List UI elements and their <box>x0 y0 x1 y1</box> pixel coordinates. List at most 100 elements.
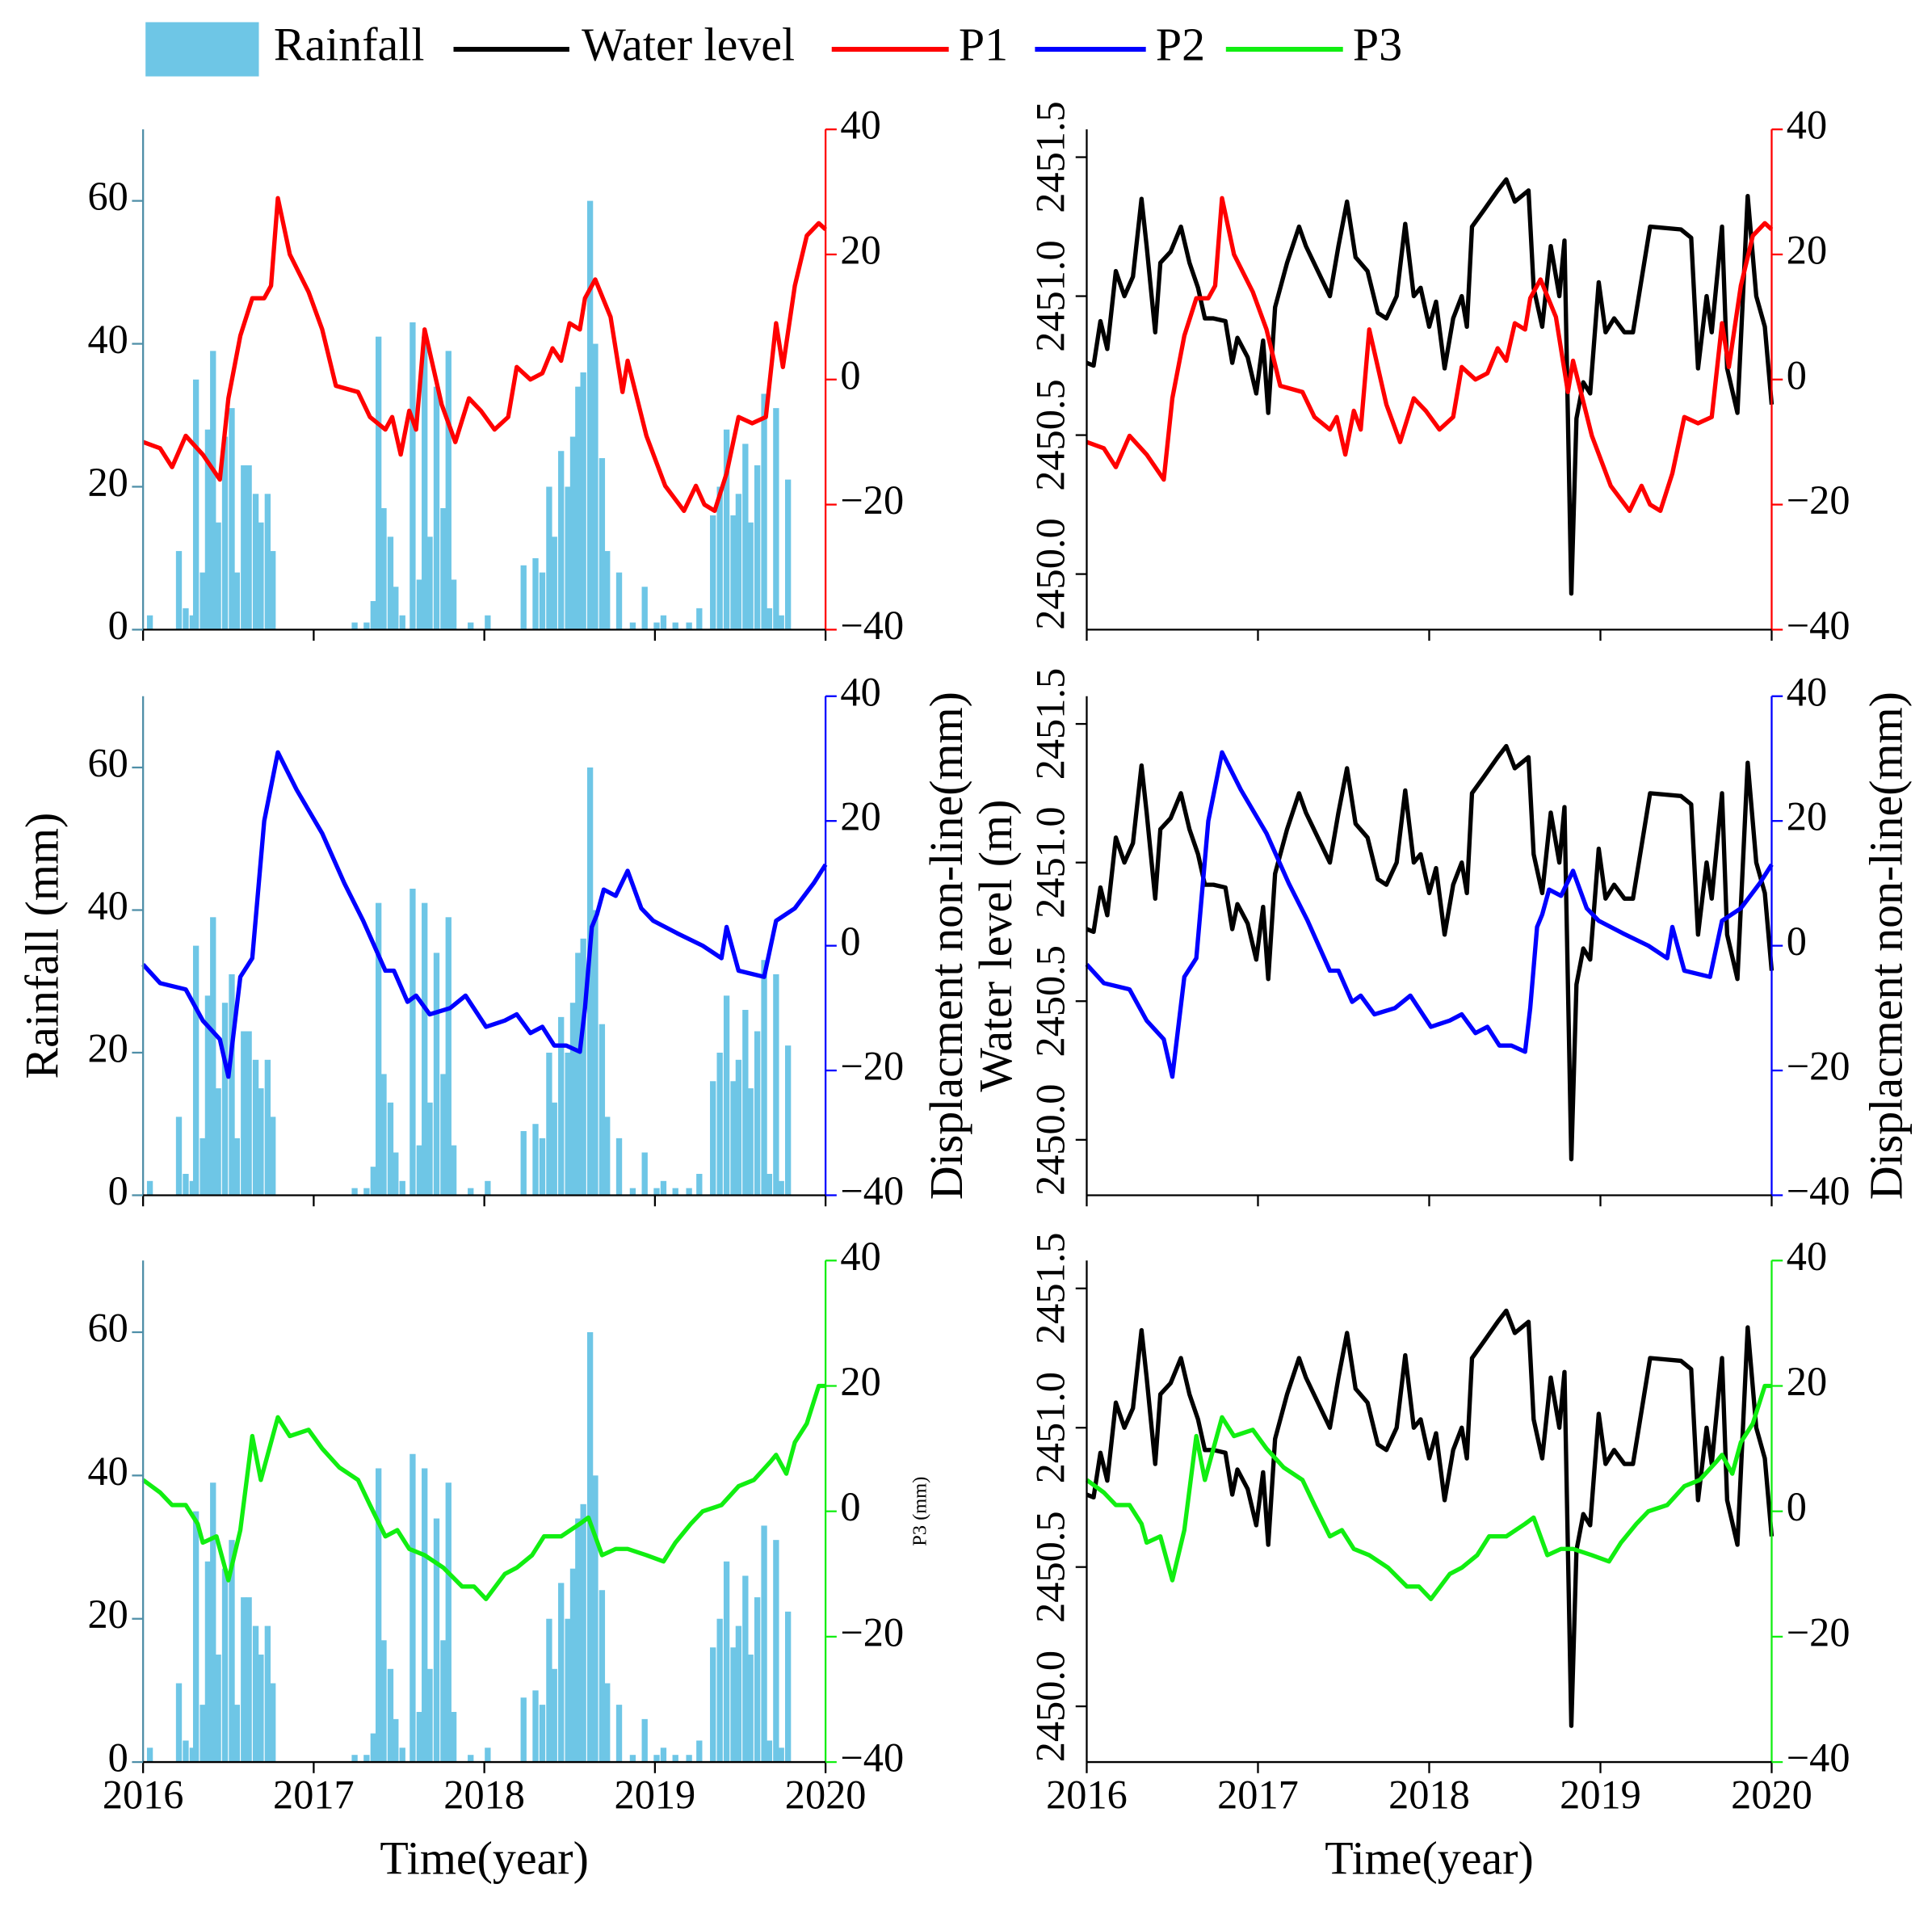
y-tick-label: 2450.0 <box>1027 518 1073 629</box>
x-tick-label: 2019 <box>615 1772 696 1817</box>
bar <box>416 1145 423 1196</box>
bar <box>686 1755 692 1763</box>
bar <box>716 486 723 630</box>
x-tick-label: 2016 <box>1046 1772 1128 1817</box>
bar <box>710 1647 716 1763</box>
legend-label: P3 <box>1353 18 1402 70</box>
y2-tick-label: −20 <box>840 477 904 523</box>
x-tick-label: 2020 <box>1731 1772 1812 1817</box>
bar <box>696 1173 703 1196</box>
bar <box>363 1188 370 1196</box>
bar <box>747 1088 754 1196</box>
legend-swatch <box>145 22 259 77</box>
bar <box>558 1583 565 1763</box>
bar <box>192 1511 200 1763</box>
bar <box>710 1081 716 1196</box>
bar <box>592 1475 598 1763</box>
bar <box>241 465 247 630</box>
bar <box>716 1052 723 1196</box>
bar <box>241 1597 247 1763</box>
bar <box>370 1733 376 1763</box>
bar <box>539 572 546 630</box>
bar <box>175 551 183 630</box>
legend-label: P2 <box>1156 18 1205 70</box>
bar <box>175 1117 183 1196</box>
y2-tick-label: −20 <box>840 1609 904 1655</box>
y-tick-label: 40 <box>88 317 128 362</box>
bar <box>641 587 648 630</box>
bar <box>569 1003 577 1196</box>
y2-tick-label: 0 <box>1787 1484 1807 1529</box>
bar <box>546 486 552 630</box>
bar <box>551 536 557 630</box>
y-tick-label: 2451.0 <box>1027 806 1073 918</box>
bar <box>270 1117 276 1196</box>
bar <box>229 974 235 1196</box>
legend-label: Water level <box>582 18 795 70</box>
bar <box>766 1173 773 1196</box>
bar <box>551 1668 557 1763</box>
bar <box>615 572 623 630</box>
bar <box>210 917 216 1196</box>
bar <box>183 1173 189 1196</box>
bar <box>426 536 433 630</box>
y-tick-label: 2451.5 <box>1027 101 1073 212</box>
bar <box>440 1074 447 1196</box>
y2-tick-label: 40 <box>840 103 880 148</box>
bar <box>146 615 153 630</box>
bar <box>258 1088 264 1196</box>
bar <box>215 522 221 630</box>
bar <box>363 622 370 630</box>
bar <box>778 615 784 630</box>
bar <box>485 1747 491 1763</box>
bar <box>233 572 240 630</box>
bar <box>210 351 216 630</box>
line-series <box>1086 1308 1774 1728</box>
y2-tick-label: −40 <box>840 1735 904 1781</box>
y2-tick-label: −40 <box>1787 1168 1850 1213</box>
bar <box>485 1180 491 1196</box>
legend-label: P1 <box>959 18 1008 70</box>
bar <box>766 608 773 630</box>
y2-tick-label: 40 <box>1787 103 1827 148</box>
bar <box>735 1625 742 1763</box>
y-tick-label: 2450.5 <box>1027 379 1073 490</box>
y2-tick-label: 20 <box>840 228 880 273</box>
y2-tick-label: 40 <box>1787 669 1827 714</box>
bar <box>380 508 387 630</box>
bar <box>730 1081 737 1196</box>
bar <box>742 1575 749 1763</box>
bar <box>569 436 577 630</box>
bar <box>246 1597 252 1763</box>
bar <box>485 615 491 630</box>
bar <box>539 1138 546 1196</box>
y-tick-label: 20 <box>88 1592 128 1637</box>
bar <box>592 910 598 1196</box>
bar <box>376 1468 382 1763</box>
y-tick-label: 60 <box>88 174 128 219</box>
x-tick-label: 2017 <box>273 1772 355 1817</box>
y2-tick-label: −20 <box>840 1044 904 1089</box>
bar <box>629 1755 636 1763</box>
y2-tick-label: −20 <box>1787 1609 1850 1655</box>
bar <box>189 1180 196 1196</box>
line-series <box>141 750 828 1079</box>
bar <box>575 386 582 630</box>
y-tick-label: 2450.0 <box>1027 1084 1073 1196</box>
y2-tick-label: 20 <box>840 794 880 839</box>
bar <box>229 1540 235 1763</box>
bar <box>615 1138 623 1196</box>
bar <box>784 1611 792 1763</box>
bar <box>221 1568 229 1763</box>
bar <box>660 1747 667 1763</box>
y2-tick-label: −20 <box>1787 1044 1850 1089</box>
bar <box>233 1705 240 1763</box>
bar <box>629 1188 636 1196</box>
bar <box>215 1655 221 1763</box>
bar <box>580 372 586 630</box>
x-axis-label: Time(year) <box>1325 1831 1534 1884</box>
bar <box>696 1740 703 1763</box>
bar <box>370 1167 376 1196</box>
bar <box>399 1747 405 1763</box>
y-tick-label: 20 <box>88 1026 128 1071</box>
